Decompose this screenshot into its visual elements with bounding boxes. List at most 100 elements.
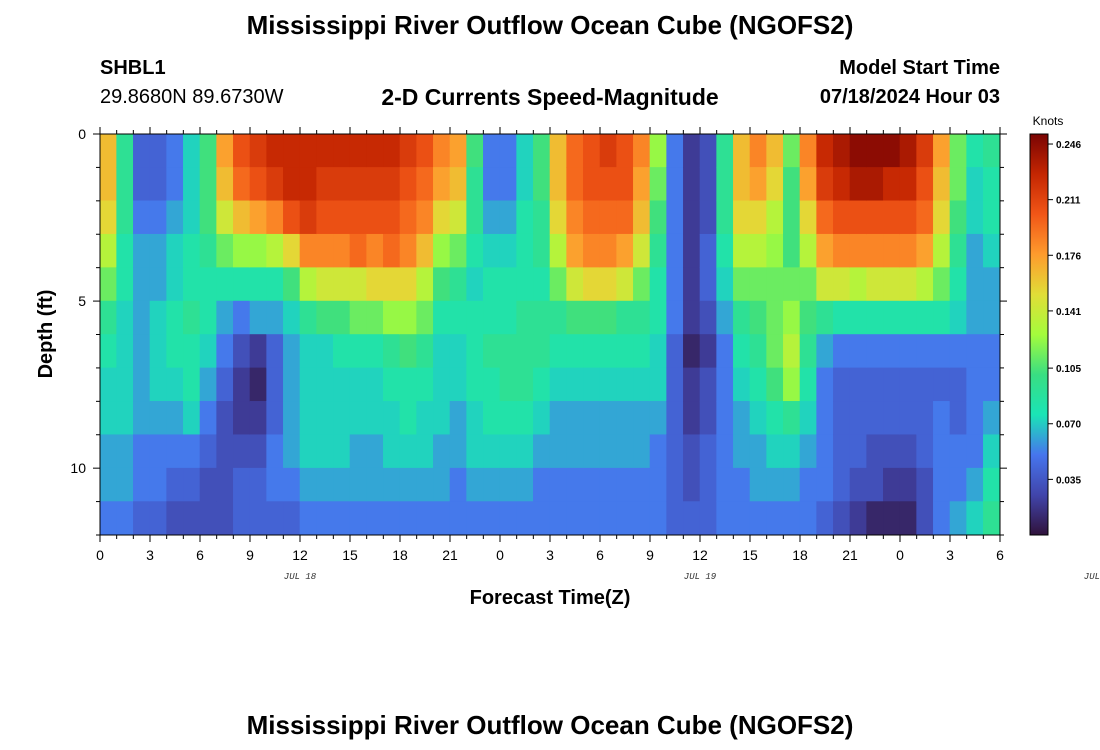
- heatmap-cell: [183, 167, 201, 202]
- heatmap-cell: [383, 200, 401, 235]
- heatmap-cell: [199, 167, 217, 202]
- heatmap-cell: [316, 334, 334, 369]
- heatmap-cell: [833, 467, 851, 502]
- heatmap-cell: [349, 300, 367, 335]
- heatmap-cell: [716, 367, 734, 402]
- heatmap-cell: [616, 434, 634, 469]
- heatmap-cell: [766, 467, 784, 502]
- heatmap-cell: [483, 300, 501, 335]
- heatmap-cell: [649, 501, 667, 536]
- heatmap-cell: [849, 300, 867, 335]
- heatmap-cell: [333, 501, 351, 536]
- heatmap-cell: [899, 233, 917, 268]
- heatmap-cell: [299, 133, 317, 168]
- heatmap-cell: [599, 200, 617, 235]
- heatmap-cell: [816, 200, 834, 235]
- heatmap-cell: [533, 267, 551, 302]
- heatmap-cell: [566, 367, 584, 402]
- heatmap-cell: [933, 300, 951, 335]
- heatmap-cell: [433, 367, 451, 402]
- heatmap-cell: [349, 401, 367, 436]
- heatmap-cell: [316, 467, 334, 502]
- heatmap-cell: [549, 401, 567, 436]
- heatmap-cell: [216, 401, 234, 436]
- heatmap-cell: [133, 267, 151, 302]
- heatmap-cell: [99, 434, 117, 469]
- heatmap-cell: [366, 334, 384, 369]
- heatmap-cell: [499, 233, 517, 268]
- heatmap-cell: [133, 300, 151, 335]
- heatmap-cell: [349, 434, 367, 469]
- x-day-label: JUL 19: [684, 572, 717, 582]
- heatmap-cell: [266, 367, 284, 402]
- heatmap-cell: [733, 300, 751, 335]
- heatmap-cell: [549, 233, 567, 268]
- heatmap-cell: [99, 367, 117, 402]
- heatmap-cell: [583, 233, 601, 268]
- heatmap-cell: [533, 334, 551, 369]
- heatmap-cell: [733, 401, 751, 436]
- heatmap-cell: [466, 167, 484, 202]
- heatmap-cell: [566, 334, 584, 369]
- heatmap-cell: [816, 267, 834, 302]
- heatmap-cell: [883, 434, 901, 469]
- heatmap-cell: [616, 367, 634, 402]
- heatmap-cell: [866, 233, 884, 268]
- heatmap-cell: [533, 401, 551, 436]
- heatmap-cell: [699, 501, 717, 536]
- heatmap-cell: [233, 267, 251, 302]
- heatmap-cell: [333, 367, 351, 402]
- heatmap-cell: [683, 334, 701, 369]
- heatmap-cell: [916, 467, 934, 502]
- heatmap-cell: [133, 167, 151, 202]
- heatmap-cell: [383, 401, 401, 436]
- heatmap-cell: [283, 133, 301, 168]
- model-start-label: Model Start Time: [839, 57, 1000, 79]
- heatmap-cell: [666, 434, 684, 469]
- heatmap-cell: [716, 334, 734, 369]
- heatmap-cell: [966, 167, 984, 202]
- heatmap-cell: [616, 300, 634, 335]
- heatmap-cell: [983, 367, 1001, 402]
- heatmap-cell: [399, 133, 417, 168]
- heatmap-cell: [583, 300, 601, 335]
- heatmap-cell: [733, 133, 751, 168]
- heatmap-cell: [783, 133, 801, 168]
- heatmap-cell: [833, 300, 851, 335]
- heatmap-cell: [916, 233, 934, 268]
- heatmap-cell: [966, 401, 984, 436]
- heatmap-cell: [483, 501, 501, 536]
- heatmap-cell: [183, 467, 201, 502]
- heatmap-cell: [866, 133, 884, 168]
- heatmap-cell: [383, 300, 401, 335]
- heatmap-cell: [633, 501, 651, 536]
- heatmap-cell: [433, 501, 451, 536]
- heatmap-cell: [666, 367, 684, 402]
- x-axis-title: Forecast Time(Z): [470, 587, 631, 609]
- heatmap-cell: [899, 167, 917, 202]
- heatmap-cell: [216, 133, 234, 168]
- heatmap-cell: [183, 367, 201, 402]
- heatmap-cell: [566, 233, 584, 268]
- heatmap-cell: [966, 434, 984, 469]
- heatmap-cell: [899, 133, 917, 168]
- heatmap-cell: [499, 467, 517, 502]
- heatmap-cell: [249, 501, 267, 536]
- heatmap-cell: [516, 300, 534, 335]
- heatmap-cell: [966, 334, 984, 369]
- heatmap-cell: [683, 200, 701, 235]
- heatmap-cell: [866, 300, 884, 335]
- heatmap-cell: [199, 133, 217, 168]
- heatmap-cells: [99, 133, 1001, 536]
- heatmap-cell: [549, 367, 567, 402]
- heatmap-cell: [499, 267, 517, 302]
- station-coordinates: 29.8680N 89.6730W: [100, 86, 284, 108]
- heatmap-cell: [466, 401, 484, 436]
- heatmap-cell: [149, 267, 167, 302]
- heatmap-cell: [649, 334, 667, 369]
- heatmap-cell: [966, 367, 984, 402]
- heatmap-cell: [683, 434, 701, 469]
- heatmap-cell: [333, 233, 351, 268]
- heatmap-cell: [716, 133, 734, 168]
- heatmap-cell: [716, 300, 734, 335]
